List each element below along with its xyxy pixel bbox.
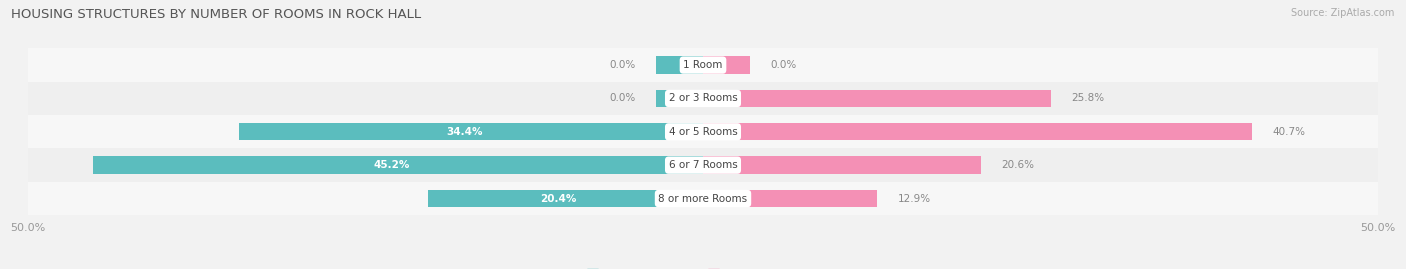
Text: 20.4%: 20.4% [540, 193, 576, 204]
Text: 2 or 3 Rooms: 2 or 3 Rooms [669, 93, 737, 104]
Bar [655, 90, 703, 107]
Text: 0.0%: 0.0% [609, 93, 636, 104]
Bar [655, 56, 703, 74]
Text: 6 or 7 Rooms: 6 or 7 Rooms [669, 160, 737, 170]
Bar [703, 157, 981, 174]
Bar [28, 115, 1378, 148]
Bar [703, 90, 1052, 107]
Bar [93, 157, 703, 174]
Text: 8 or more Rooms: 8 or more Rooms [658, 193, 748, 204]
Text: 0.0%: 0.0% [770, 60, 797, 70]
Text: 12.9%: 12.9% [897, 193, 931, 204]
Text: 0.0%: 0.0% [609, 60, 636, 70]
Bar [703, 56, 751, 74]
Text: 25.8%: 25.8% [1071, 93, 1105, 104]
Bar [703, 123, 1253, 140]
Bar [28, 82, 1378, 115]
Bar [427, 190, 703, 207]
Text: Source: ZipAtlas.com: Source: ZipAtlas.com [1291, 8, 1395, 18]
Bar [703, 190, 877, 207]
Text: 20.6%: 20.6% [1001, 160, 1035, 170]
Bar [239, 123, 703, 140]
Bar [28, 182, 1378, 215]
Text: 1 Room: 1 Room [683, 60, 723, 70]
Text: 34.4%: 34.4% [446, 127, 482, 137]
Bar [28, 148, 1378, 182]
Text: 4 or 5 Rooms: 4 or 5 Rooms [669, 127, 737, 137]
Text: HOUSING STRUCTURES BY NUMBER OF ROOMS IN ROCK HALL: HOUSING STRUCTURES BY NUMBER OF ROOMS IN… [11, 8, 422, 21]
Bar [28, 48, 1378, 82]
Text: 40.7%: 40.7% [1272, 127, 1306, 137]
Text: 45.2%: 45.2% [373, 160, 409, 170]
